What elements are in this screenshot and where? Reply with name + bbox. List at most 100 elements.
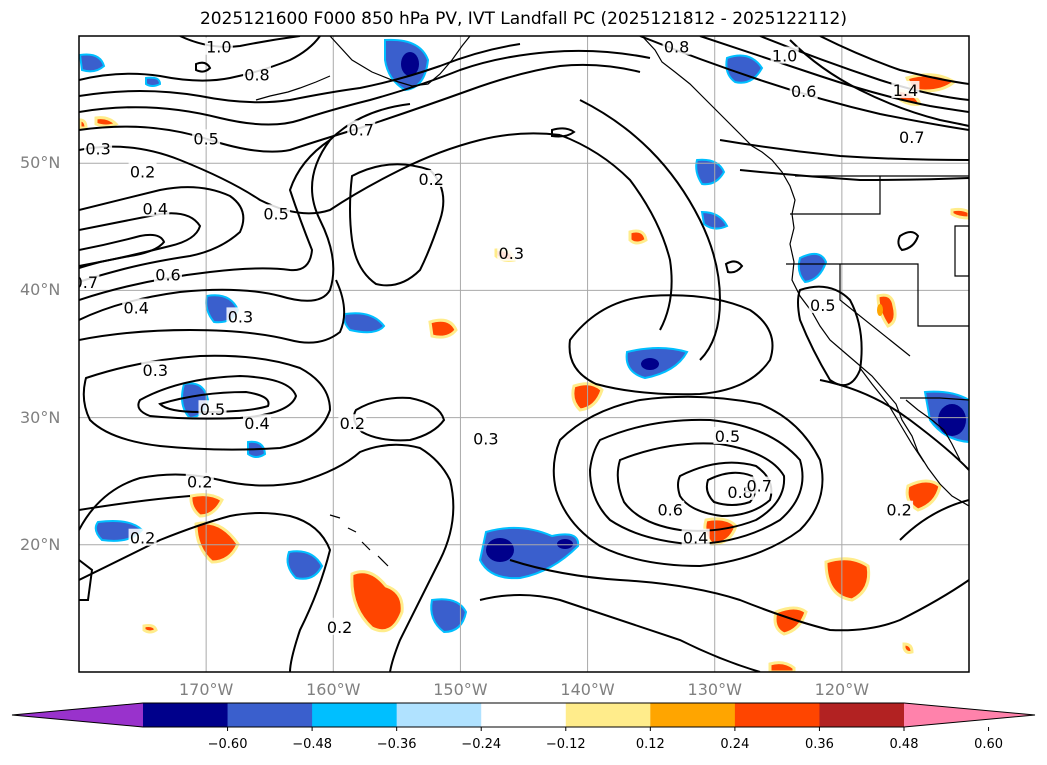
negative-pv-patch xyxy=(79,53,106,73)
contour-label-background xyxy=(262,204,291,222)
contour-line xyxy=(797,285,863,387)
contour-label-background xyxy=(154,265,182,283)
contour-label-background xyxy=(128,162,157,180)
contour-line xyxy=(588,418,804,546)
contour-line xyxy=(179,36,301,48)
contour-line xyxy=(195,61,212,73)
contour-line xyxy=(158,390,270,414)
contour-label: 0.8 xyxy=(664,38,689,57)
contour-label: 0.6 xyxy=(155,265,180,284)
positive-pv-patch xyxy=(950,207,969,220)
contour-label: 0.7 xyxy=(746,477,771,496)
positive-pv-patch xyxy=(773,606,808,636)
colorbar-tick-label: −0.12 xyxy=(545,737,586,752)
coastlines xyxy=(255,36,969,567)
colorbar-extend-max xyxy=(904,703,1035,727)
latitude-tick-label: 20°N xyxy=(20,534,61,554)
contour-line xyxy=(79,443,455,672)
contour-label-background xyxy=(226,307,255,325)
contour-label-background xyxy=(198,400,227,418)
positive-pv-patch xyxy=(905,479,942,512)
colorbar-segment xyxy=(481,703,567,727)
colorbar-segment xyxy=(819,703,905,727)
contour-line xyxy=(79,212,202,269)
contour-line xyxy=(677,461,773,518)
contour-label: 1.0 xyxy=(772,47,797,66)
contour-label: 0.4 xyxy=(244,414,269,433)
colorbar-tick-label: 0.36 xyxy=(804,737,834,752)
contour-line xyxy=(82,354,332,451)
hawaii-islands xyxy=(329,514,389,567)
contour-label: 0.4 xyxy=(123,298,148,317)
contour-label: 0.3 xyxy=(85,139,110,158)
contour-label-background xyxy=(243,65,271,83)
contour-label: 0.5 xyxy=(810,296,835,315)
contour-label: 0.2 xyxy=(886,501,911,520)
contour-label-background xyxy=(185,472,214,490)
contour-label-background xyxy=(192,129,221,147)
contour-line xyxy=(719,139,969,161)
contour-label: 0.3 xyxy=(473,429,498,448)
contour-line xyxy=(568,294,774,396)
contour-label-background xyxy=(497,243,526,261)
negative-pv-patch xyxy=(797,252,828,284)
contour-label-background xyxy=(713,426,742,444)
us-state-border xyxy=(954,225,969,277)
positive-pv-patch xyxy=(350,570,404,633)
contour-line xyxy=(616,442,786,532)
contour-label: 0.5 xyxy=(715,427,740,446)
longitude-tick-label: 120°W xyxy=(814,680,870,699)
us-state-border xyxy=(786,263,969,327)
contour-line xyxy=(897,231,920,252)
contour-label: 0.3 xyxy=(143,361,168,380)
colorbar-segment xyxy=(396,703,482,727)
contour-label: 0.5 xyxy=(263,204,288,223)
contour-label: 0.5 xyxy=(193,129,218,148)
contour-line xyxy=(353,396,446,442)
negative-pv-patch xyxy=(145,76,162,87)
map-title: 2025121600 F000 850 hPa PV, IVT Landfall… xyxy=(199,9,847,29)
contour-label: 1.0 xyxy=(206,38,231,57)
aleutian-islands xyxy=(255,75,331,101)
contour-label-background xyxy=(808,295,837,313)
map-frame xyxy=(78,35,970,673)
contour-line xyxy=(789,39,969,127)
contour-line xyxy=(79,103,411,321)
contour-label: 0.2 xyxy=(327,618,352,637)
negative-pv-patch xyxy=(286,550,324,580)
us-state-border xyxy=(790,176,881,215)
contour-label: 0.3 xyxy=(499,244,524,263)
contour-labels: 1.0 0.8 0.3 0.5 0.2 0.4 0.7 0.5 0.2 0.6 0.7 0.4 0.3 0… xyxy=(79,37,926,637)
contour-label: 1.4 xyxy=(893,81,918,100)
contour-label: 0.2 xyxy=(130,162,155,181)
contour-label-background xyxy=(891,80,920,98)
contour-label-background xyxy=(122,298,151,316)
north-america-coastline xyxy=(641,36,969,507)
contour-line xyxy=(79,132,561,215)
contour-line xyxy=(79,186,245,283)
negative-pv-patch xyxy=(343,312,386,334)
positive-pv-patch xyxy=(428,318,458,339)
longitude-tick-label: 140°W xyxy=(560,680,615,699)
colorbar-segment xyxy=(565,703,651,727)
contour-label-background xyxy=(471,429,500,447)
longitude-tick-label: 150°W xyxy=(433,680,488,699)
contour-line xyxy=(579,99,722,361)
contour-line xyxy=(79,49,651,126)
contour-label-background xyxy=(338,414,367,432)
contour-line xyxy=(551,127,576,138)
us-mexico-border xyxy=(900,397,969,401)
contour-line xyxy=(819,36,969,85)
contour-label-background xyxy=(885,500,914,518)
contour-label-background xyxy=(662,37,691,55)
longitude-tick-label: 160°W xyxy=(306,680,361,699)
positive-pv-patch xyxy=(768,661,796,672)
contour-label: 0.3 xyxy=(228,307,253,326)
contour-line xyxy=(79,512,332,672)
contour-label-background xyxy=(681,528,710,546)
contour-label: 0.5 xyxy=(200,400,225,419)
contour-line xyxy=(739,169,969,182)
contour-label: 0.4 xyxy=(683,529,708,548)
contour-label-background xyxy=(770,46,799,64)
